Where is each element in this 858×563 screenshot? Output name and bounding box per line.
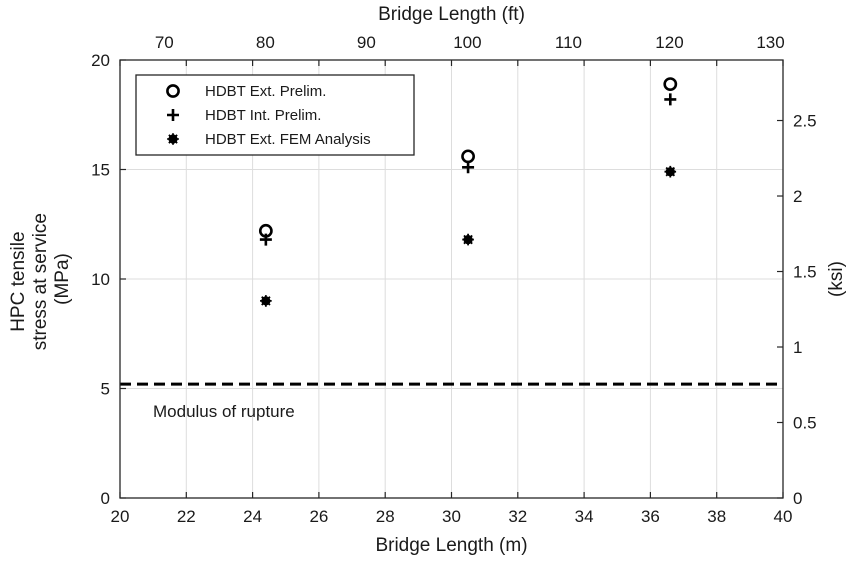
point-hdbt-ext-prelim (663, 77, 678, 91)
x-tick-label: 38 (707, 507, 726, 526)
modulus-of-rupture-label: Modulus of rupture (153, 402, 295, 421)
x-axis-label: Bridge Length (m) (375, 535, 527, 556)
point-hdbt-int-prelim (664, 93, 677, 106)
x2-tick-label: 100 (453, 33, 481, 52)
x-tick-label: 26 (309, 507, 328, 526)
legend: HDBT Ext. Prelim. HDBT Int. Prelim. HDBT… (135, 74, 415, 156)
point-hdbt-int-prelim (462, 161, 475, 174)
y-axis-label: HPC tensile stress at service (MPa) (8, 208, 73, 351)
point-hdbt-ext-fem-analysis (462, 233, 474, 246)
x-tick-label: 24 (243, 507, 262, 526)
y-tick-label: 15 (91, 161, 110, 180)
x2-tick-label: 130 (756, 33, 784, 52)
y2-axis-label: (ksi) (826, 261, 847, 297)
x-tick-label: 34 (575, 507, 594, 526)
legend-marker-hdbt-ext-prelim (166, 84, 180, 98)
y-axis-label-line-3: (MPa) (52, 253, 73, 305)
y2-tick-label: 2 (793, 187, 802, 206)
y2-tick-label: 2.5 (793, 112, 817, 131)
y2-tick-label: 0 (793, 489, 802, 508)
data-marks (258, 77, 678, 307)
x2-tick-label: 70 (155, 33, 174, 52)
y-tick-label: 5 (101, 380, 110, 399)
axes (119, 59, 784, 499)
point-hdbt-int-prelim (259, 233, 272, 246)
x-tick-label: 36 (641, 507, 660, 526)
point-hdbt-ext-fem-analysis (664, 165, 677, 178)
legend-marker-hdbt-int-prelim (167, 109, 179, 121)
legend-entry-hdbt-int-prelim: HDBT Int. Prelim. (205, 107, 321, 124)
x-tick-label: 32 (508, 507, 527, 526)
legend-markers (166, 84, 180, 145)
x2-tick-label: 80 (256, 33, 275, 52)
y2-tick-label: 0.5 (793, 414, 817, 433)
x-tick-label: 20 (111, 507, 130, 526)
legend-entry-hdbt-ext-fem: HDBT Ext. FEM Analysis (205, 131, 371, 148)
y-axis-label-line-1: HPC tensile (8, 231, 29, 331)
y2-tick-label: 1 (793, 338, 802, 357)
y-axis-label-line-2: stress at service (30, 213, 51, 350)
x-tick-label: 28 (376, 507, 395, 526)
x-tick-label: 22 (177, 507, 196, 526)
x2-tick-label: 90 (357, 33, 376, 52)
x2-tick-label: 110 (555, 33, 582, 52)
legend-marker-hdbt-ext-fem-analysis (167, 133, 179, 145)
x2-tick-label: 120 (655, 33, 683, 52)
x-tick-label: 40 (774, 507, 793, 526)
point-hdbt-ext-fem-analysis (260, 295, 272, 307)
legend-box (135, 74, 415, 156)
legend-entry-hdbt-ext-prelim: HDBT Ext. Prelim. (205, 83, 326, 100)
x-tick-label: 30 (442, 507, 461, 526)
x2-axis-label: Bridge Length (ft) (378, 4, 525, 25)
y2-tick-label: 1.5 (793, 263, 817, 282)
y-tick-label: 20 (91, 51, 110, 70)
y-tick-label: 10 (91, 270, 110, 289)
y-tick-label: 0 (101, 489, 110, 508)
